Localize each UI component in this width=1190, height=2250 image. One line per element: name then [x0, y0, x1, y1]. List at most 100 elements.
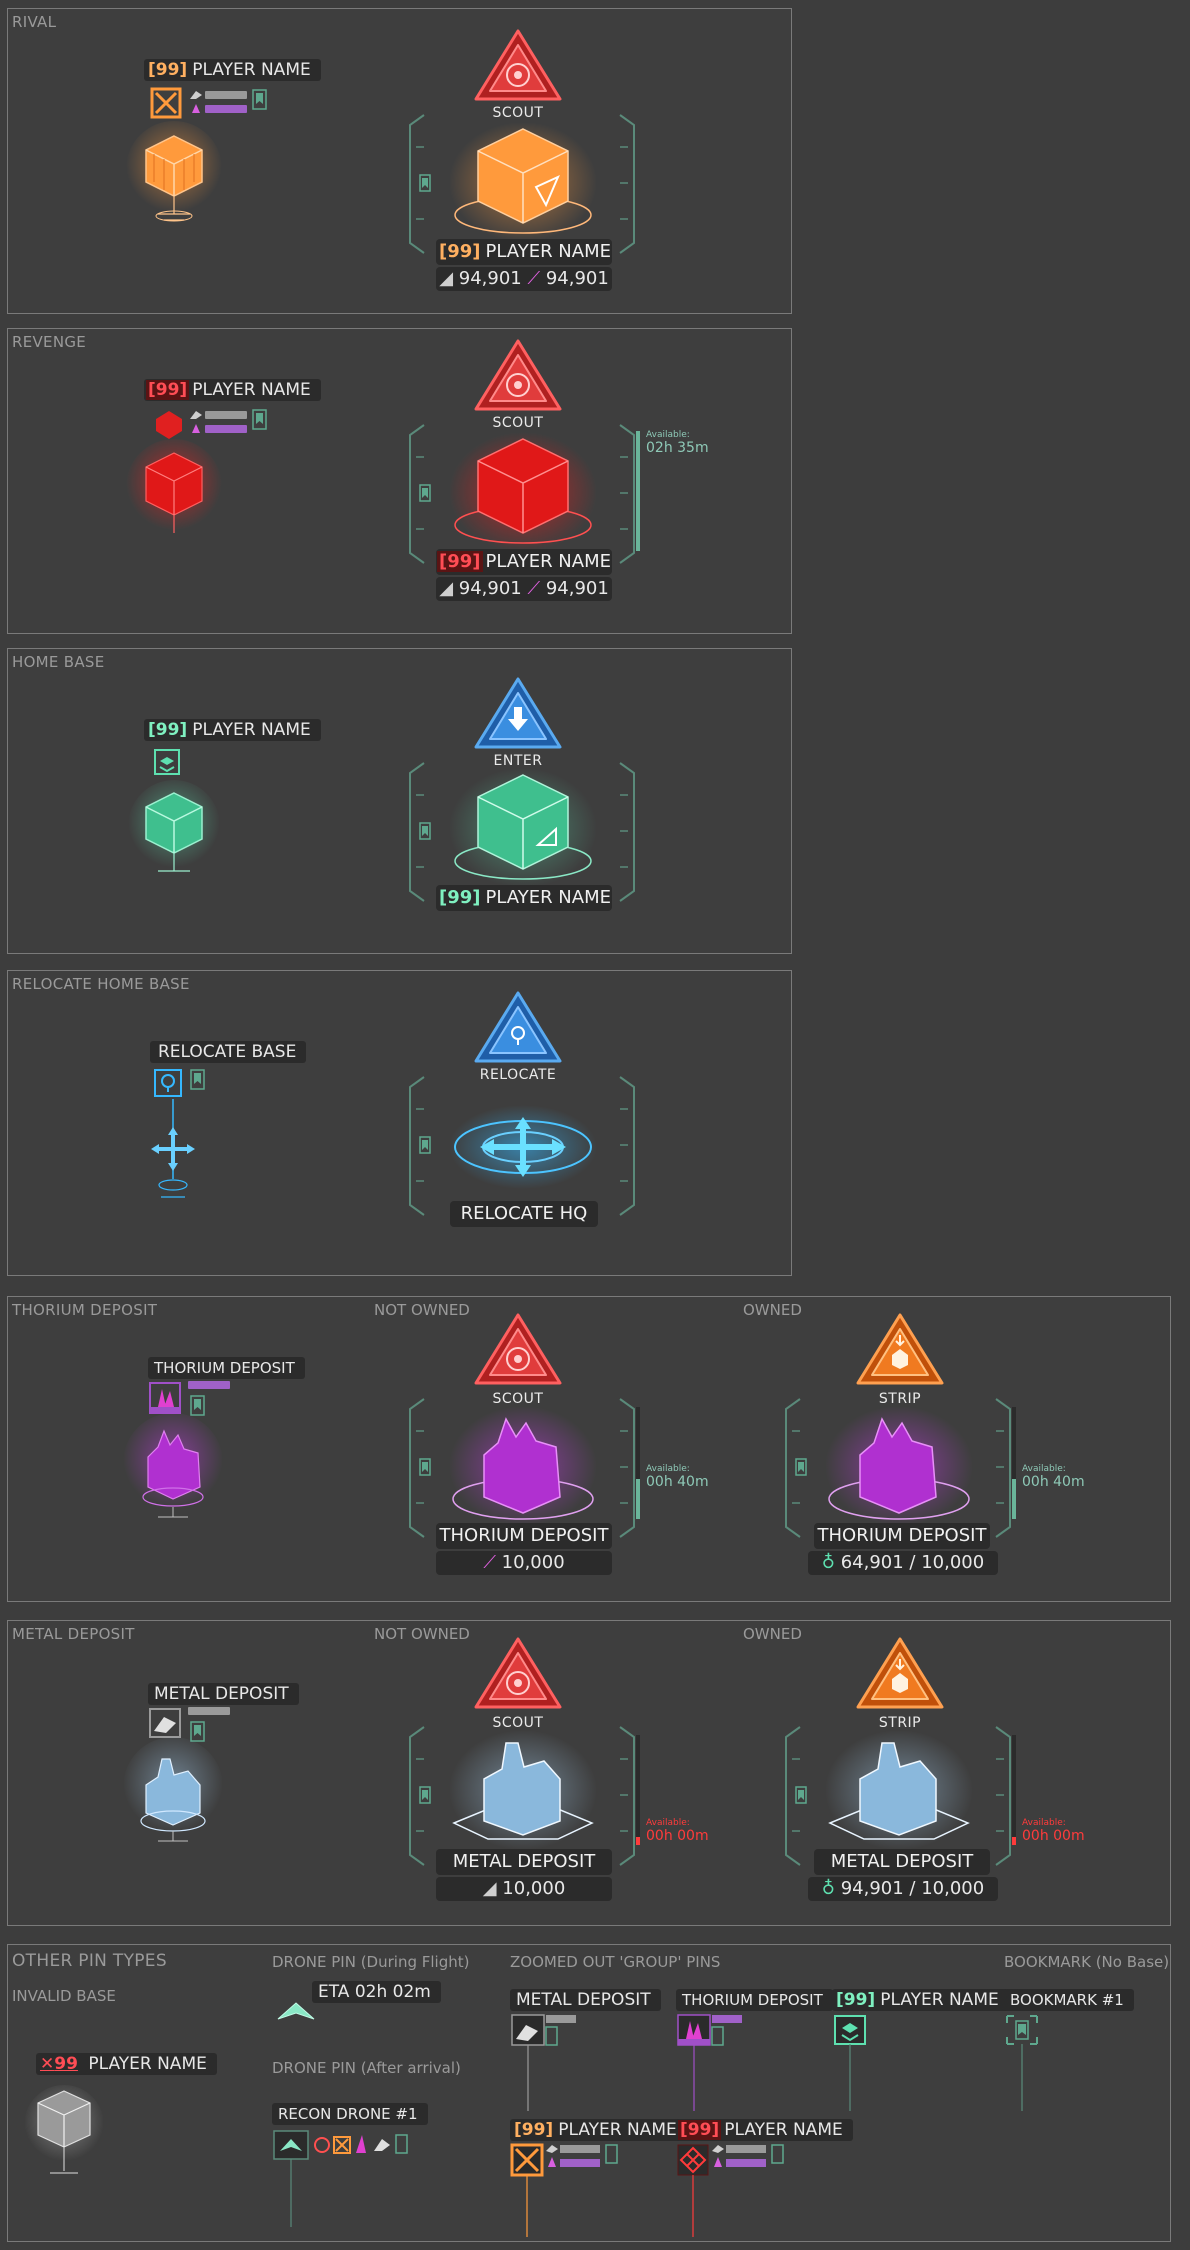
- player-nameplate[interactable]: [99] PLAYER NAME: [436, 549, 612, 575]
- group-thorium-tag[interactable]: THORIUM DEPOSIT: [676, 1989, 833, 2011]
- group-metal-pin[interactable]: [510, 2013, 580, 2113]
- scout-button[interactable]: [472, 1635, 564, 1719]
- group-rival-pin[interactable]: [510, 2143, 630, 2239]
- owned-amount: 94,901 / 10,000: [840, 1878, 985, 1899]
- player-nameplate[interactable]: [99] PLAYER NAME: [436, 239, 612, 265]
- home-base-large[interactable]: [448, 763, 598, 893]
- thorium-bar: [188, 1381, 230, 1389]
- invalid-base-marker[interactable]: [24, 2081, 104, 2191]
- recon-drone-tag[interactable]: RECON DRONE #1: [272, 2103, 428, 2125]
- thorium-crystal-icon[interactable]: [148, 1381, 184, 1417]
- relocate-hq-label[interactable]: RELOCATE HQ: [450, 1201, 598, 1227]
- rival-base-icon[interactable]: [150, 87, 184, 121]
- metal-amount-row: ◢ 10,000: [436, 1877, 612, 1901]
- player-name: PLAYER NAME: [192, 720, 311, 740]
- metal-ingot-icon[interactable]: [148, 1707, 184, 1741]
- group-revenge-tag[interactable]: [99] PLAYER NAME: [676, 2119, 853, 2141]
- bookmark-pin[interactable]: [1004, 2013, 1044, 2113]
- thorium-amount-row: ⟋ 10,000: [436, 1551, 612, 1575]
- resources-row: ◢ 94,901 ⟋ 94,901: [436, 267, 612, 291]
- cooldown-bar: [1012, 1735, 1016, 1845]
- bookmark-icon[interactable]: [190, 1395, 206, 1417]
- invalid-player-tag[interactable]: ✕99 PLAYER NAME: [36, 2053, 217, 2075]
- revenge-base-small[interactable]: [124, 439, 224, 549]
- thorium-icon: ⟋: [527, 268, 541, 289]
- rival-base-small[interactable]: [124, 121, 224, 234]
- bookmark-title: BOOKMARK (No Base): [1004, 1953, 1170, 1971]
- group-home-tag[interactable]: [99] PLAYER NAME: [832, 1989, 1009, 2011]
- thorium-deposit-large[interactable]: [448, 1401, 598, 1531]
- home-base-icon[interactable]: [152, 747, 184, 779]
- thorium-deposit-label: THORIUM DEPOSIT: [682, 1991, 823, 2009]
- bookmark-icon[interactable]: [190, 1721, 206, 1743]
- cooldown-bar: [636, 431, 640, 551]
- metal-amount: 10,000: [502, 1878, 566, 1899]
- bookmark-name: BOOKMARK #1: [1010, 1991, 1124, 2009]
- player-level: [99]: [678, 2120, 722, 2140]
- panel-title: RELOCATE HOME BASE: [12, 975, 190, 993]
- bookmark-icon[interactable]: [190, 1069, 206, 1091]
- relocate-button[interactable]: [472, 989, 564, 1073]
- available-label: Available:: [646, 1464, 690, 1474]
- scout-button[interactable]: [472, 337, 564, 421]
- player-tag[interactable]: [99] PLAYER NAME: [144, 59, 321, 81]
- revenge-base-large[interactable]: [448, 427, 598, 557]
- relocate-marker-small[interactable]: [128, 1099, 218, 1209]
- group-metal-tag[interactable]: METAL DEPOSIT: [510, 1989, 661, 2011]
- thorium-deposit-owned[interactable]: [824, 1401, 974, 1531]
- thorium-icon: ⟋: [527, 578, 541, 599]
- panel-title: OTHER PIN TYPES: [12, 1951, 167, 1971]
- thorium-icon: [192, 424, 200, 433]
- revenge-base-icon[interactable]: [152, 407, 186, 441]
- thorium-deposit-nameplate[interactable]: THORIUM DEPOSIT: [436, 1523, 612, 1549]
- player-tag[interactable]: [99] PLAYER NAME: [144, 719, 321, 741]
- drone-arrival-label: DRONE PIN (After arrival): [272, 2059, 461, 2077]
- strip-button[interactable]: [854, 1311, 946, 1395]
- drone-flight-icon[interactable]: [274, 1999, 318, 2023]
- player-level: [99]: [148, 60, 188, 80]
- revenge-availability: Available: 02h 35m: [646, 429, 709, 455]
- group-home-pin[interactable]: [832, 2013, 872, 2113]
- scout-button[interactable]: [472, 27, 564, 111]
- thorium-deposit-small[interactable]: [118, 1413, 228, 1527]
- metal-icon: ◢: [439, 578, 454, 599]
- rival-base-large[interactable]: [448, 117, 598, 247]
- metal-deposit-owned[interactable]: [824, 1725, 974, 1855]
- relocate-base-label: RELOCATE BASE: [158, 1042, 297, 1062]
- strip-button[interactable]: [854, 1635, 946, 1719]
- relocate-tag[interactable]: RELOCATE BASE: [150, 1041, 307, 1063]
- metal-tag[interactable]: METAL DEPOSIT: [148, 1683, 299, 1705]
- thorium-deposit-owned-nameplate[interactable]: THORIUM DEPOSIT: [814, 1523, 990, 1549]
- bookmark-tag[interactable]: BOOKMARK #1: [1004, 1989, 1134, 2011]
- thorium-tag[interactable]: THORIUM DEPOSIT: [148, 1357, 305, 1379]
- metal-deposit-small[interactable]: [118, 1737, 228, 1851]
- panel-title: RIVAL: [12, 13, 57, 31]
- enter-button[interactable]: [472, 675, 564, 759]
- group-thorium-pin[interactable]: [676, 2013, 746, 2113]
- scout-button[interactable]: [472, 1311, 564, 1395]
- relocate-marker-large[interactable]: [448, 1103, 598, 1193]
- owned-label: OWNED: [743, 1625, 802, 1643]
- metal-owned-availability: Available: 00h 00m: [1022, 1817, 1085, 1843]
- metal-deposit-nameplate[interactable]: METAL DEPOSIT: [436, 1849, 612, 1875]
- player-level: [99]: [514, 2120, 554, 2140]
- metal-deposit-large[interactable]: [448, 1725, 598, 1855]
- location-pin-icon[interactable]: [152, 1067, 186, 1101]
- player-nameplate[interactable]: [99] PLAYER NAME: [436, 885, 612, 911]
- scout-label: SCOUT: [492, 1391, 544, 1407]
- bookmark-icon[interactable]: [252, 89, 268, 111]
- selection-frame: [409, 1076, 635, 1216]
- player-tag[interactable]: [99] PLAYER NAME: [144, 379, 321, 401]
- selection-frame: [409, 114, 635, 254]
- group-revenge-pin[interactable]: [676, 2143, 796, 2239]
- group-rival-tag[interactable]: [99] PLAYER NAME: [510, 2119, 687, 2141]
- thorium-bar: [205, 105, 247, 113]
- strip-label: STRIP: [878, 1391, 922, 1407]
- drone-arrival-marker[interactable]: [272, 2129, 432, 2229]
- selection-frame: [409, 1726, 635, 1866]
- metal-deposit-owned-nameplate[interactable]: METAL DEPOSIT: [814, 1849, 990, 1875]
- bookmark-icon[interactable]: [252, 409, 268, 431]
- panel-title: REVENGE: [12, 333, 87, 351]
- revenge-panel: REVENGE [99] PLAYER NAME SCOUT Available:…: [7, 328, 792, 634]
- home-base-small[interactable]: [124, 780, 224, 891]
